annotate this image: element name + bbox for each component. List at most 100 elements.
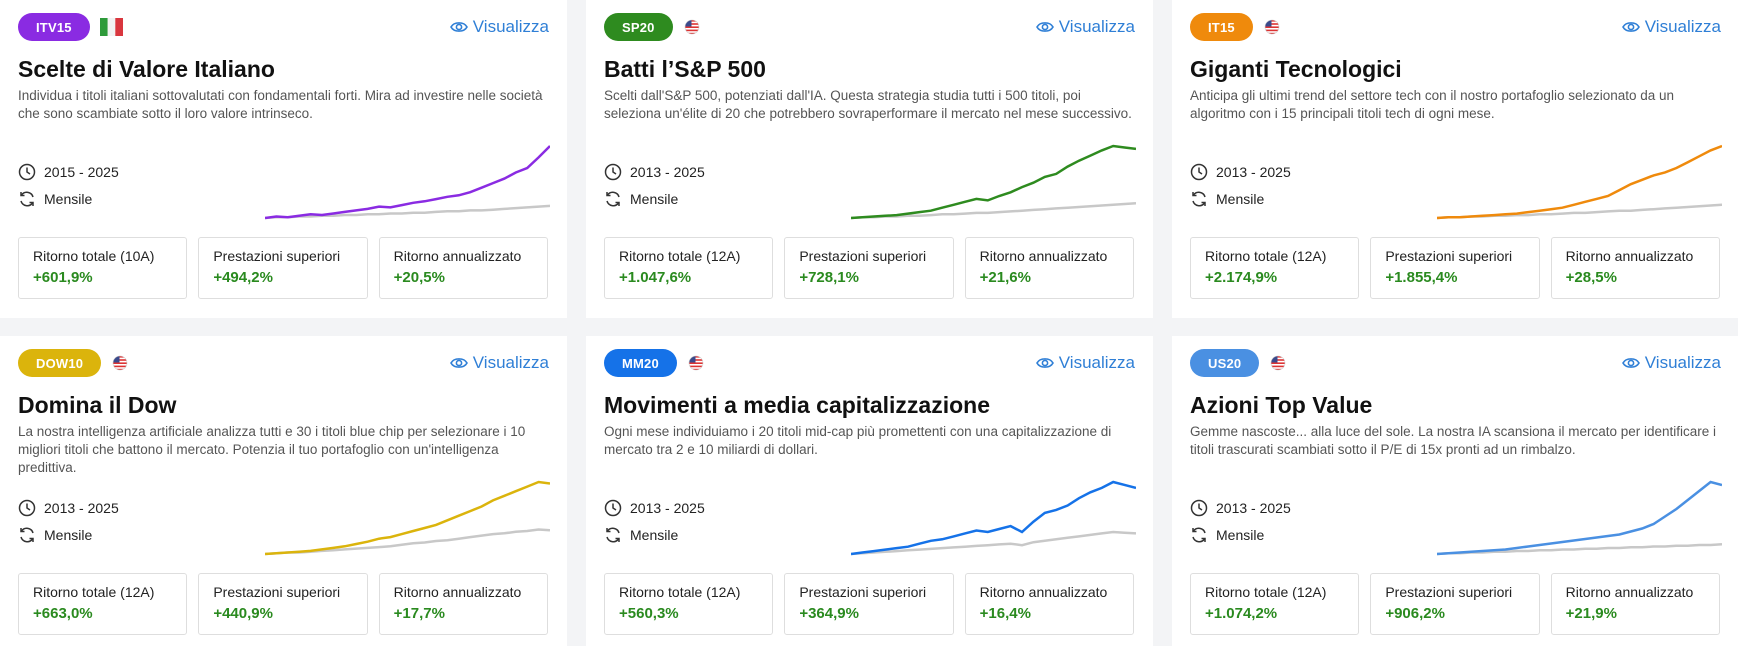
eye-icon (1621, 22, 1640, 32)
stat-label: Ritorno annualizzato (979, 584, 1108, 600)
card-header: DOW10 Visualizza (18, 349, 549, 377)
refresh-icon (606, 191, 620, 207)
strategy-tag: SP20 (604, 13, 673, 41)
stat-value: +1.855,4% (1385, 269, 1458, 286)
strategy-line (265, 480, 550, 556)
view-label: Visualizza (1058, 353, 1135, 372)
frequency-row: Mensile (1190, 526, 1264, 544)
card-header: SP20 Visualizza (604, 13, 1135, 41)
stat-label: Prestazioni superiori (1385, 248, 1513, 264)
stat-value: +728,1% (799, 269, 859, 286)
performance-sparkline (851, 144, 1136, 220)
stat-annualized-return: Ritorno annualizzato +21,6% (964, 237, 1134, 299)
benchmark-line (265, 204, 550, 220)
frequency-row: Mensile (18, 190, 92, 208)
strategy-title: Movimenti a media capitalizzazione (604, 392, 990, 418)
stat-value: +364,9% (799, 605, 859, 622)
stat-value: +21,6% (979, 269, 1031, 286)
strategy-description: Individua i titoli italiani sottovalutat… (18, 88, 543, 121)
frequency-row: Mensile (1190, 190, 1264, 208)
clock-icon (1190, 499, 1208, 517)
stat-outperformance: Prestazioni superiori +494,2% (198, 237, 368, 299)
period-row: 2013 - 2025 (604, 499, 705, 517)
stat-annualized-return: Ritorno annualizzato +16,4% (964, 573, 1134, 635)
stat-label: Ritorno annualizzato (1565, 248, 1694, 264)
view-button[interactable]: Visualizza (449, 353, 549, 373)
view-label: Visualizza (1644, 353, 1721, 372)
strategy-title: Giganti Tecnologici (1190, 56, 1402, 82)
period-row: 2013 - 2025 (604, 163, 705, 181)
benchmark-line (851, 202, 1136, 220)
card-header: US20 Visualizza (1190, 349, 1721, 377)
stat-annualized-return: Ritorno annualizzato +28,5% (1550, 237, 1720, 299)
stat-value: +560,3% (619, 605, 679, 622)
stat-label: Ritorno totale (10A) (33, 248, 155, 264)
stat-total-return: Ritorno totale (12A) +1.047,6% (604, 237, 774, 299)
strategy-description: Ogni mese individuiamo i 20 titoli mid-c… (604, 424, 1112, 457)
stat-value: +440,9% (213, 605, 273, 622)
performance-sparkline (1437, 144, 1722, 220)
strategy-card: DOW10 Visualizza Domina il Dow La nostra… (0, 336, 567, 646)
strategy-title: Azioni Top Value (1190, 392, 1373, 418)
stat-outperformance: Prestazioni superiori +440,9% (198, 573, 368, 635)
stat-label: Ritorno totale (12A) (619, 248, 741, 264)
stat-label: Prestazioni superiori (799, 248, 927, 264)
stat-total-return: Ritorno totale (12A) +2.174,9% (1190, 237, 1360, 299)
period-text: 2013 - 2025 (44, 500, 119, 516)
period-row: 2013 - 2025 (18, 499, 119, 517)
view-label: Visualizza (1644, 17, 1721, 36)
stat-label: Ritorno totale (12A) (1205, 248, 1327, 264)
period-row: 2015 - 2025 (18, 163, 119, 181)
refresh-icon (20, 527, 34, 543)
stat-outperformance: Prestazioni superiori +364,9% (784, 573, 954, 635)
strategy-card: IT15 Visualizza Giganti Tecnologici Anti… (1172, 0, 1738, 318)
view-button[interactable]: Visualizza (1035, 17, 1135, 37)
strategy-card: US20 Visualizza Azioni Top Value Gemme n… (1172, 336, 1738, 646)
frequency-text: Mensile (44, 527, 93, 543)
stat-total-return: Ritorno totale (12A) +560,3% (604, 573, 774, 635)
period-text: 2013 - 2025 (1216, 500, 1291, 516)
eye-icon (449, 22, 468, 32)
view-button[interactable]: Visualizza (1621, 353, 1721, 373)
stat-value: +21,9% (1565, 605, 1617, 622)
flag-icon (111, 354, 129, 372)
frequency-text: Mensile (630, 527, 679, 543)
refresh-icon (1192, 527, 1206, 543)
strategy-tag: DOW10 (18, 349, 102, 377)
stat-total-return: Ritorno totale (12A) +1.074,2% (1190, 573, 1360, 635)
benchmark-line (1437, 543, 1722, 556)
eye-icon (1035, 22, 1054, 32)
stats-row: Ritorno totale (10A) +601,9% Prestazioni… (18, 237, 548, 299)
clock-icon (604, 163, 622, 181)
view-button[interactable]: Visualizza (1035, 353, 1135, 373)
view-button[interactable]: Visualizza (1621, 17, 1721, 37)
performance-sparkline (265, 480, 550, 556)
stat-value: +2.174,9% (1205, 269, 1278, 286)
stat-annualized-return: Ritorno annualizzato +17,7% (378, 573, 548, 635)
stat-label: Prestazioni superiori (1385, 584, 1513, 600)
eye-icon (449, 358, 468, 368)
eye-icon (1035, 358, 1054, 368)
period-row: 2013 - 2025 (1190, 163, 1291, 181)
strategy-card: ITV15 Visualizza Scelte di Valore Italia… (0, 0, 567, 318)
clock-icon (1190, 163, 1208, 181)
strategy-line (265, 145, 550, 220)
strategy-line (851, 144, 1136, 220)
stat-value: +28,5% (1565, 269, 1617, 286)
strategy-line (851, 480, 1136, 556)
stat-label: Prestazioni superiori (213, 584, 341, 600)
frequency-text: Mensile (1216, 527, 1265, 543)
stat-outperformance: Prestazioni superiori +1.855,4% (1370, 237, 1540, 299)
refresh-icon (1192, 191, 1206, 207)
stat-label: Ritorno totale (12A) (619, 584, 741, 600)
view-label: Visualizza (1058, 17, 1135, 36)
strategy-description: Gemme nascoste... alla luce del sole. La… (1190, 424, 1717, 457)
view-button[interactable]: Visualizza (449, 17, 549, 37)
stat-label: Ritorno annualizzato (979, 248, 1108, 264)
strategy-tag: MM20 (604, 349, 677, 377)
stats-row: Ritorno totale (12A) +560,3% Prestazioni… (604, 573, 1134, 635)
flag-icon (1263, 18, 1281, 36)
performance-sparkline (1437, 480, 1722, 556)
stats-row: Ritorno totale (12A) +663,0% Prestazioni… (18, 573, 548, 635)
